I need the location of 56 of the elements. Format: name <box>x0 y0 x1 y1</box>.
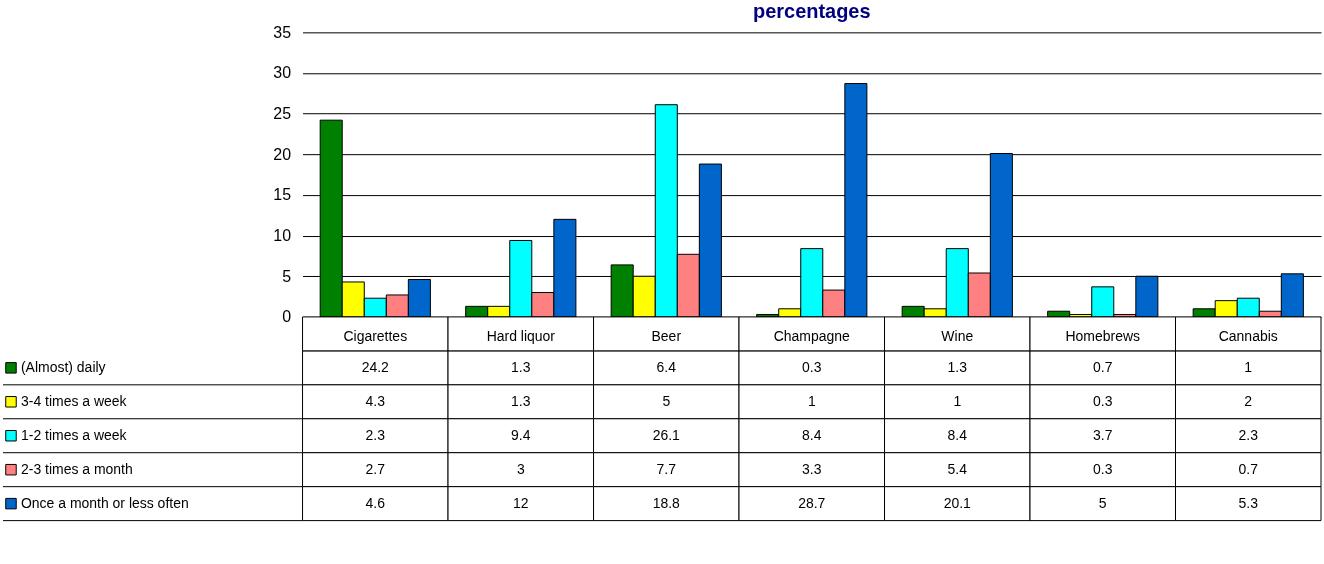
data-label: 0.7 <box>1093 358 1113 375</box>
data-label: 1.3 <box>947 358 968 375</box>
legend-label: 1-2 times a week <box>20 426 127 443</box>
data-label: 4.6 <box>365 494 386 511</box>
data-label: 1.3 <box>511 392 531 409</box>
legend-label: Once a month or less often <box>20 494 189 511</box>
legend-label: 2-3 times a month <box>20 460 133 477</box>
data-label: 0.3 <box>802 358 822 375</box>
chart-title: percentages <box>752 0 871 23</box>
data-label: 2.7 <box>365 460 386 477</box>
data-label: 2 <box>1244 392 1253 409</box>
y-tick-label: 15 <box>273 186 292 204</box>
data-label: 1 <box>1244 358 1253 375</box>
x-tick-label: Hard liquor <box>486 327 556 344</box>
data-label: 6.4 <box>656 358 677 375</box>
data-label: 0.7 <box>1238 460 1259 477</box>
x-tick-label: Champagne <box>773 327 851 344</box>
data-label: 2.3 <box>1238 426 1259 443</box>
data-label: 1.3 <box>511 358 531 375</box>
x-tick-label: Wine <box>941 327 974 344</box>
legend-label: (Almost) daily <box>20 358 106 375</box>
data-label: 5.4 <box>947 460 968 477</box>
data-label: 5.3 <box>1238 494 1259 511</box>
data-label: 7.7 <box>656 460 677 477</box>
data-label: 3.3 <box>802 460 822 477</box>
data-label: 3 <box>516 460 525 477</box>
data-label: 26.1 <box>652 426 681 443</box>
data-label: 8.4 <box>947 426 968 443</box>
x-tick-label: Cigarettes <box>343 327 408 344</box>
data-label: 5 <box>1098 494 1107 511</box>
data-label: 2.3 <box>365 426 386 443</box>
y-tick-label: 30 <box>273 64 292 82</box>
y-tick-label: 35 <box>273 23 292 41</box>
y-tick-label: 20 <box>273 145 292 163</box>
data-label: 8.4 <box>802 426 822 443</box>
data-label: 9.4 <box>511 426 531 443</box>
data-label: 20.1 <box>943 494 972 511</box>
data-label: 1 <box>953 392 962 409</box>
data-label: 28.7 <box>798 494 826 511</box>
data-label: 18.8 <box>652 494 681 511</box>
data-label: 24.2 <box>361 358 390 375</box>
y-tick-label: 10 <box>273 227 292 245</box>
y-tick-label: 0 <box>282 308 292 326</box>
data-label: 1 <box>807 392 816 409</box>
legend-label: 3-4 times a week <box>20 392 127 409</box>
data-label: 3.7 <box>1093 426 1113 443</box>
y-tick-label: 5 <box>282 267 292 285</box>
data-label: 0.3 <box>1093 460 1113 477</box>
x-tick-label: Cannabis <box>1218 327 1278 344</box>
y-tick-label: 25 <box>273 105 292 123</box>
data-label: 5 <box>662 392 671 409</box>
x-tick-label: Beer <box>651 327 682 344</box>
x-tick-label: Homebrews <box>1065 327 1141 344</box>
data-label: 12 <box>513 494 529 511</box>
data-label: 0.3 <box>1093 392 1113 409</box>
data-label: 4.3 <box>365 392 386 409</box>
